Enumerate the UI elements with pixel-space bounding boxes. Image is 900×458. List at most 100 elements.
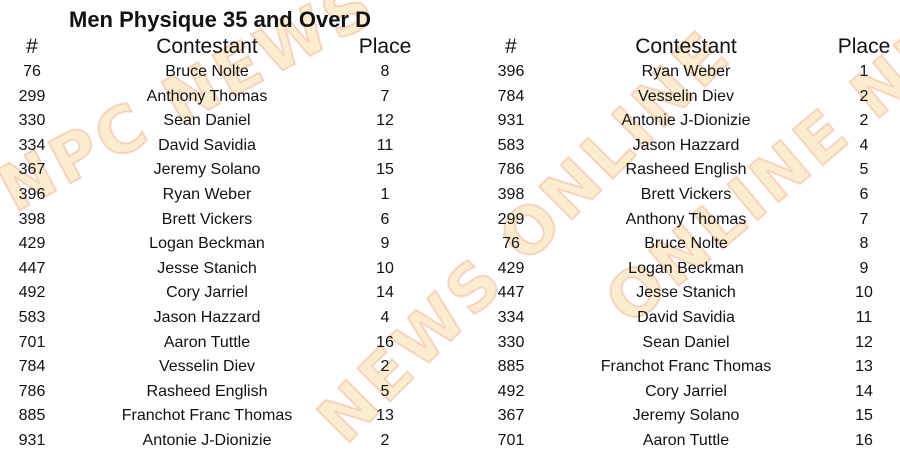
contestant-place: 1 (859, 63, 869, 80)
table-row: 583 Jason Hazzard 4 (479, 134, 899, 159)
contestant-number: 429 (497, 259, 525, 277)
contestant-number: 367 (18, 161, 46, 179)
table-row: 492 Cory Jarriel 14 (0, 281, 420, 306)
contestant-place: 2 (859, 87, 869, 105)
contestant-number: 447 (497, 284, 525, 302)
contestant-place: 8 (380, 63, 390, 80)
table-row: 76 Bruce Nolte 8 (479, 232, 899, 257)
contestant-place: 2 (380, 431, 390, 449)
contestant-number: 784 (497, 87, 525, 105)
contestant-place: 13 (855, 358, 873, 376)
contestant-place: 11 (376, 136, 394, 154)
contestant-number: 396 (497, 63, 525, 80)
contestant-name: Cory Jarriel (645, 382, 727, 400)
page-title: Men Physique 35 and Over D (69, 7, 371, 32)
contestant-number: 583 (497, 136, 525, 154)
contestant-number: 492 (497, 382, 525, 400)
contestant-name: Jason Hazzard (632, 136, 740, 154)
contestant-name: Franchot Franc Thomas (121, 407, 293, 425)
contestant-place: 15 (855, 407, 873, 425)
table-row: 447 Jesse Stanich 10 (479, 281, 899, 306)
contestant-name: Vesselin Diev (637, 87, 735, 105)
table-row: 334 David Savidia 11 (0, 134, 420, 159)
contestant-place: 6 (859, 185, 869, 203)
table-row: 398 Brett Vickers 6 (0, 208, 420, 233)
contestant-place: 8 (859, 235, 869, 253)
header-place: Place (837, 35, 891, 58)
table-row: 367 Jeremy Solano 15 (0, 158, 420, 183)
contestant-place: 14 (376, 284, 394, 302)
contestant-name: Antonie J-Dionizie (621, 112, 751, 130)
contestant-number: 885 (18, 407, 46, 425)
contestant-name: Jesse Stanich (636, 284, 736, 302)
contestant-name: Anthony Thomas (625, 210, 747, 228)
table-row: 367 Jeremy Solano 15 (479, 404, 899, 429)
contestant-number: 398 (497, 185, 525, 203)
contestant-place: 7 (859, 210, 869, 228)
contestant-place: 1 (380, 185, 390, 203)
contestant-number: 701 (18, 333, 46, 351)
contestant-place: 5 (859, 161, 869, 179)
table-row: 492 Cory Jarriel 14 (479, 380, 899, 405)
contestant-place: 16 (376, 333, 394, 351)
contestant-number: 334 (497, 308, 525, 326)
contestant-name: Logan Beckman (149, 235, 265, 253)
contestant-place: 2 (859, 112, 869, 130)
contestant-name: Bruce Nolte (165, 63, 249, 80)
table-row: 396 Ryan Weber 1 (0, 183, 420, 208)
contestant-place: 12 (376, 112, 394, 130)
table-row: 784 Vesselin Diev 2 (479, 85, 899, 110)
table-row: 931 Antonie J-Dionizie 2 (479, 109, 899, 134)
table-row: 701 Aaron Tuttle 16 (0, 331, 420, 356)
contestant-number: 931 (18, 431, 46, 449)
contestant-name: Cory Jarriel (166, 284, 248, 302)
contestant-number: 396 (18, 185, 46, 203)
table-row: 76 Bruce Nolte 8 (0, 60, 420, 85)
table-row: 330 Sean Daniel 12 (479, 331, 899, 356)
table-header: # Contestant Place (0, 34, 420, 60)
contestant-name: Aaron Tuttle (163, 333, 251, 351)
contestant-number: 76 (23, 63, 41, 80)
contestant-place: 4 (380, 308, 390, 326)
contestant-number: 784 (18, 358, 46, 376)
contestant-name: Jeremy Solano (153, 161, 261, 179)
contestant-place: 12 (855, 333, 873, 351)
contestant-place: 10 (855, 284, 873, 302)
table-row: 334 David Savidia 11 (479, 306, 899, 331)
header-contestant: Contestant (635, 35, 737, 58)
table-row: 784 Vesselin Diev 2 (0, 355, 420, 380)
contestant-place: 13 (376, 407, 394, 425)
contestant-place: 7 (380, 87, 390, 105)
contestant-number: 367 (497, 407, 525, 425)
contestant-number: 330 (497, 333, 525, 351)
contestant-place: 11 (855, 308, 873, 326)
contestant-number: 76 (502, 235, 520, 253)
table-row: 885 Franchot Franc Thomas 13 (479, 355, 899, 380)
contestant-place: 9 (859, 259, 869, 277)
contestant-name: Sean Daniel (642, 333, 730, 351)
contestant-number: 330 (18, 112, 46, 130)
contestant-name: Brett Vickers (161, 210, 253, 228)
contestant-number: 398 (18, 210, 46, 228)
contestant-number: 299 (18, 87, 46, 105)
contestant-name: Sean Daniel (163, 112, 251, 130)
table-row: 299 Anthony Thomas 7 (479, 208, 899, 233)
contestant-name: Jesse Stanich (157, 259, 257, 277)
contestant-place: 10 (376, 259, 394, 277)
contestant-name: Antonie J-Dionizie (142, 431, 272, 449)
table-row: 396 Ryan Weber 1 (479, 60, 899, 85)
table-row: 885 Franchot Franc Thomas 13 (0, 404, 420, 429)
contestant-name: Logan Beckman (628, 259, 744, 277)
contestant-number: 786 (497, 161, 525, 179)
contestant-place: 5 (380, 382, 390, 400)
contestant-number: 429 (18, 235, 46, 253)
contestant-number: 583 (18, 308, 46, 326)
contestant-place: 16 (855, 431, 873, 449)
contestant-number: 931 (497, 112, 525, 130)
contestant-place: 6 (380, 210, 390, 228)
header-number: # (26, 35, 38, 58)
contestant-number: 786 (18, 382, 46, 400)
contestant-name: Rasheed English (625, 161, 747, 179)
table-row: 429 Logan Beckman 9 (0, 232, 420, 257)
table-row: 299 Anthony Thomas 7 (0, 85, 420, 110)
